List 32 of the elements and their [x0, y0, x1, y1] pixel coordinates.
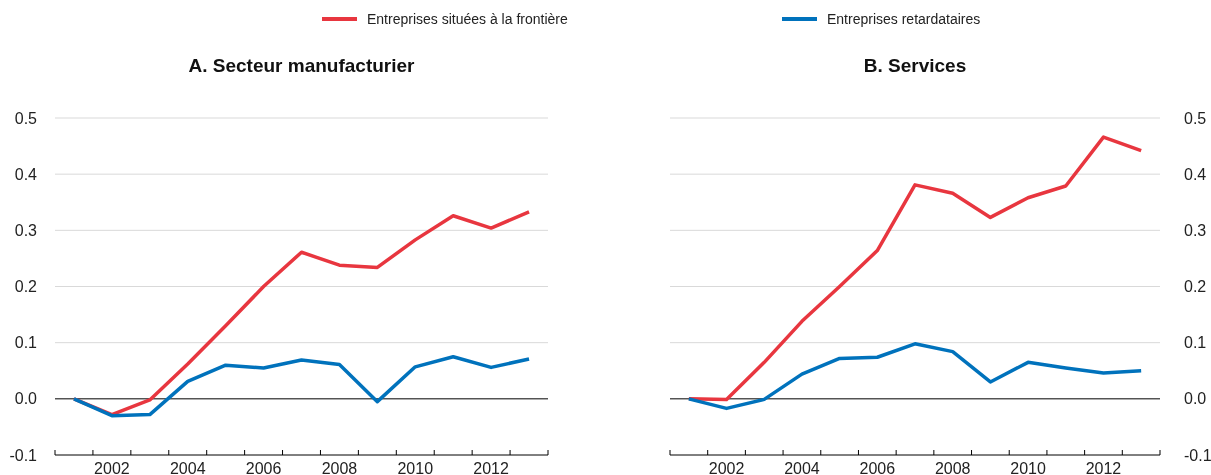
chart-title: A. Secteur manufacturier [188, 55, 416, 76]
y-tick-label: 0.4 [14, 165, 38, 183]
y-tick-label: 0.1 [14, 334, 38, 352]
x-tick-label: 2012 [473, 460, 510, 475]
x-tick-label: 2006 [859, 460, 896, 475]
y-tick-label: 0.4 [1184, 165, 1207, 183]
y-tick-label: 0.2 [1184, 278, 1207, 296]
y-tick-label: -0.1 [1184, 446, 1211, 464]
x-tick-label: 2010 [1010, 460, 1046, 475]
x-tick-label: 2008 [321, 460, 358, 475]
y-tick-label: 0.0 [1184, 390, 1207, 408]
x-tick-label: 2002 [94, 460, 130, 475]
x-tick-label: 2004 [169, 460, 206, 475]
y-tick-label: 0.5 [14, 109, 38, 127]
y-tick-label: 0.2 [14, 278, 38, 296]
x-tick-label: 2002 [708, 460, 745, 475]
x-tick-label: 2008 [934, 460, 971, 475]
legend-label: Entreprises situées à la frontière [367, 11, 568, 27]
chart-title: B. Services [863, 55, 967, 76]
y-tick-label: 0.3 [14, 221, 38, 239]
y-tick-label: 0.5 [1184, 109, 1207, 127]
y-tick-label: 0.3 [1184, 221, 1207, 239]
legend-label: Entreprises retardataires [827, 11, 981, 27]
line-series [72, 354, 531, 418]
y-tick-label: -0.1 [9, 446, 38, 464]
x-tick-label: 2010 [397, 460, 434, 475]
x-tick-label: 2004 [784, 460, 820, 475]
y-tick-label: 0.0 [14, 390, 38, 408]
x-tick-label: 2012 [1085, 460, 1122, 475]
y-tick-label: 0.1 [1184, 334, 1207, 352]
line-series [687, 342, 1143, 411]
x-tick-label: 2006 [245, 460, 282, 475]
